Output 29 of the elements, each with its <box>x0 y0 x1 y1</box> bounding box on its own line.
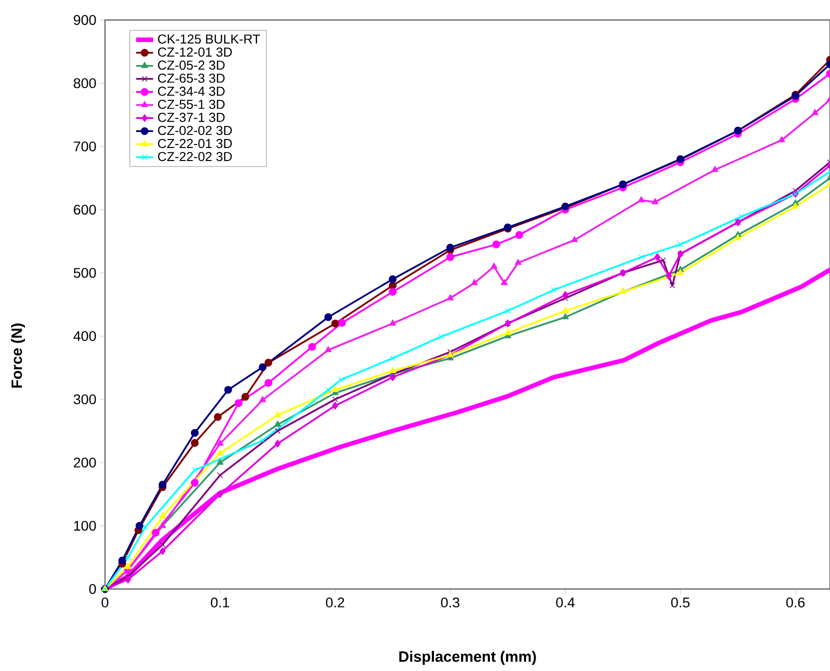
y-tick-label: 100 <box>74 520 96 531</box>
y-tick-label: 900 <box>74 15 96 25</box>
x-tick-label: 0.5 <box>671 598 690 608</box>
legend-label: CZ-65-3 3D <box>158 74 225 83</box>
x-tick-label: 0.3 <box>441 598 460 608</box>
x-tick-label: 0.6 <box>786 598 805 608</box>
y-tick-label: 200 <box>74 458 96 468</box>
x-tick-label: 0 <box>102 598 108 608</box>
y-axis-title: Force (N) <box>11 324 25 388</box>
y-tick-label: 800 <box>74 78 96 88</box>
legend-label: CK-125 BULK-RT <box>158 34 260 44</box>
legend-label: CZ-22-01 3D <box>158 138 232 148</box>
legend-label: CZ-05-2 3D <box>158 60 225 70</box>
legend-label: CZ-22-02 3D <box>158 152 232 162</box>
y-tick-label: 600 <box>74 204 96 215</box>
y-tick-label: 700 <box>74 141 96 152</box>
legend-label: CZ-02-02 3D <box>158 126 232 136</box>
y-tick-label: 500 <box>74 268 96 278</box>
legend-label: CZ-12-01 3D <box>158 47 232 57</box>
legend-label: CZ-34-4 3D <box>158 86 225 96</box>
x-axis-title: Displacement (mm) <box>399 650 536 665</box>
legend-label: CZ-37-1 3D <box>158 112 225 122</box>
y-tick-label: 0 <box>89 584 96 594</box>
y-tick-label: 300 <box>74 394 96 404</box>
x-tick-label: 0.2 <box>326 598 344 608</box>
y-tick-label: 400 <box>73 331 96 342</box>
legend-label: CZ-55-1 3D <box>158 100 225 109</box>
x-tick-label: 0.4 <box>556 598 575 608</box>
x-tick-label: 0.1 <box>210 598 230 608</box>
